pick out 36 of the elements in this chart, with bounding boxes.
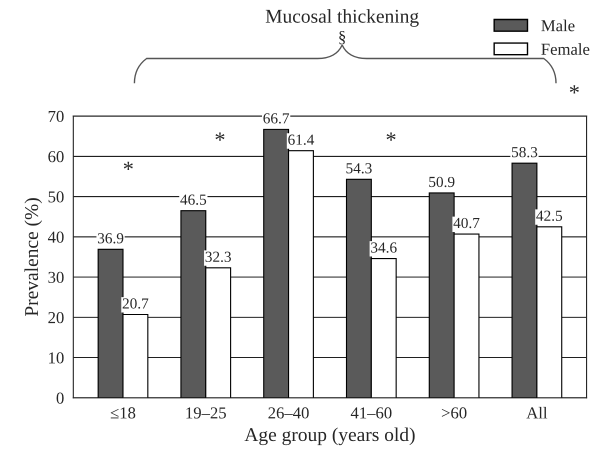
data-label: 58.3 (512, 146, 538, 158)
x-tick-label: All (526, 406, 548, 418)
data-label: 32.3 (206, 252, 231, 262)
y-tick-label: 10 (49, 352, 64, 364)
data-label: 66.7 (263, 113, 290, 124)
x-tick-label: >60 (442, 407, 467, 419)
text: § (339, 30, 346, 44)
data-label: 20.7 (122, 298, 148, 309)
x-tick-label: 26–40 (268, 407, 309, 419)
data-label: 50.9 (429, 176, 454, 188)
data-label: 34.6 (371, 242, 397, 253)
annotation: * (215, 132, 224, 141)
data-label: 54.3 (346, 163, 372, 174)
data-label: 42.5 (536, 210, 562, 221)
text: * (570, 85, 579, 94)
x-tick-label: ≤18 (110, 407, 136, 419)
y-axis-title: Prevalence (%) (24, 198, 42, 316)
data-label: 61.4 (288, 134, 314, 145)
annotation: * (386, 132, 396, 141)
y-tick-label: 0 (56, 392, 64, 404)
x-axis-title: Age group (years old) (244, 428, 415, 446)
legend-label: Male (541, 20, 574, 32)
data-label: 40.7 (453, 218, 480, 228)
data-label: 36.9 (98, 233, 124, 244)
legend-label: Female (541, 43, 590, 55)
y-tick-label: 60 (48, 151, 64, 162)
data-label: 46.5 (180, 194, 206, 205)
y-tick-label: 50 (48, 191, 64, 203)
y-tick-label: 30 (48, 272, 64, 284)
chart-title: Mucosal thickening (266, 9, 419, 27)
y-tick-label: 20 (48, 312, 64, 324)
annotation: * (124, 162, 133, 170)
x-tick-label: 19–25 (186, 407, 226, 419)
x-tick-label: 41–60 (350, 407, 392, 419)
y-tick-label: 70 (48, 110, 64, 122)
y-tick-label: 40 (48, 232, 64, 243)
